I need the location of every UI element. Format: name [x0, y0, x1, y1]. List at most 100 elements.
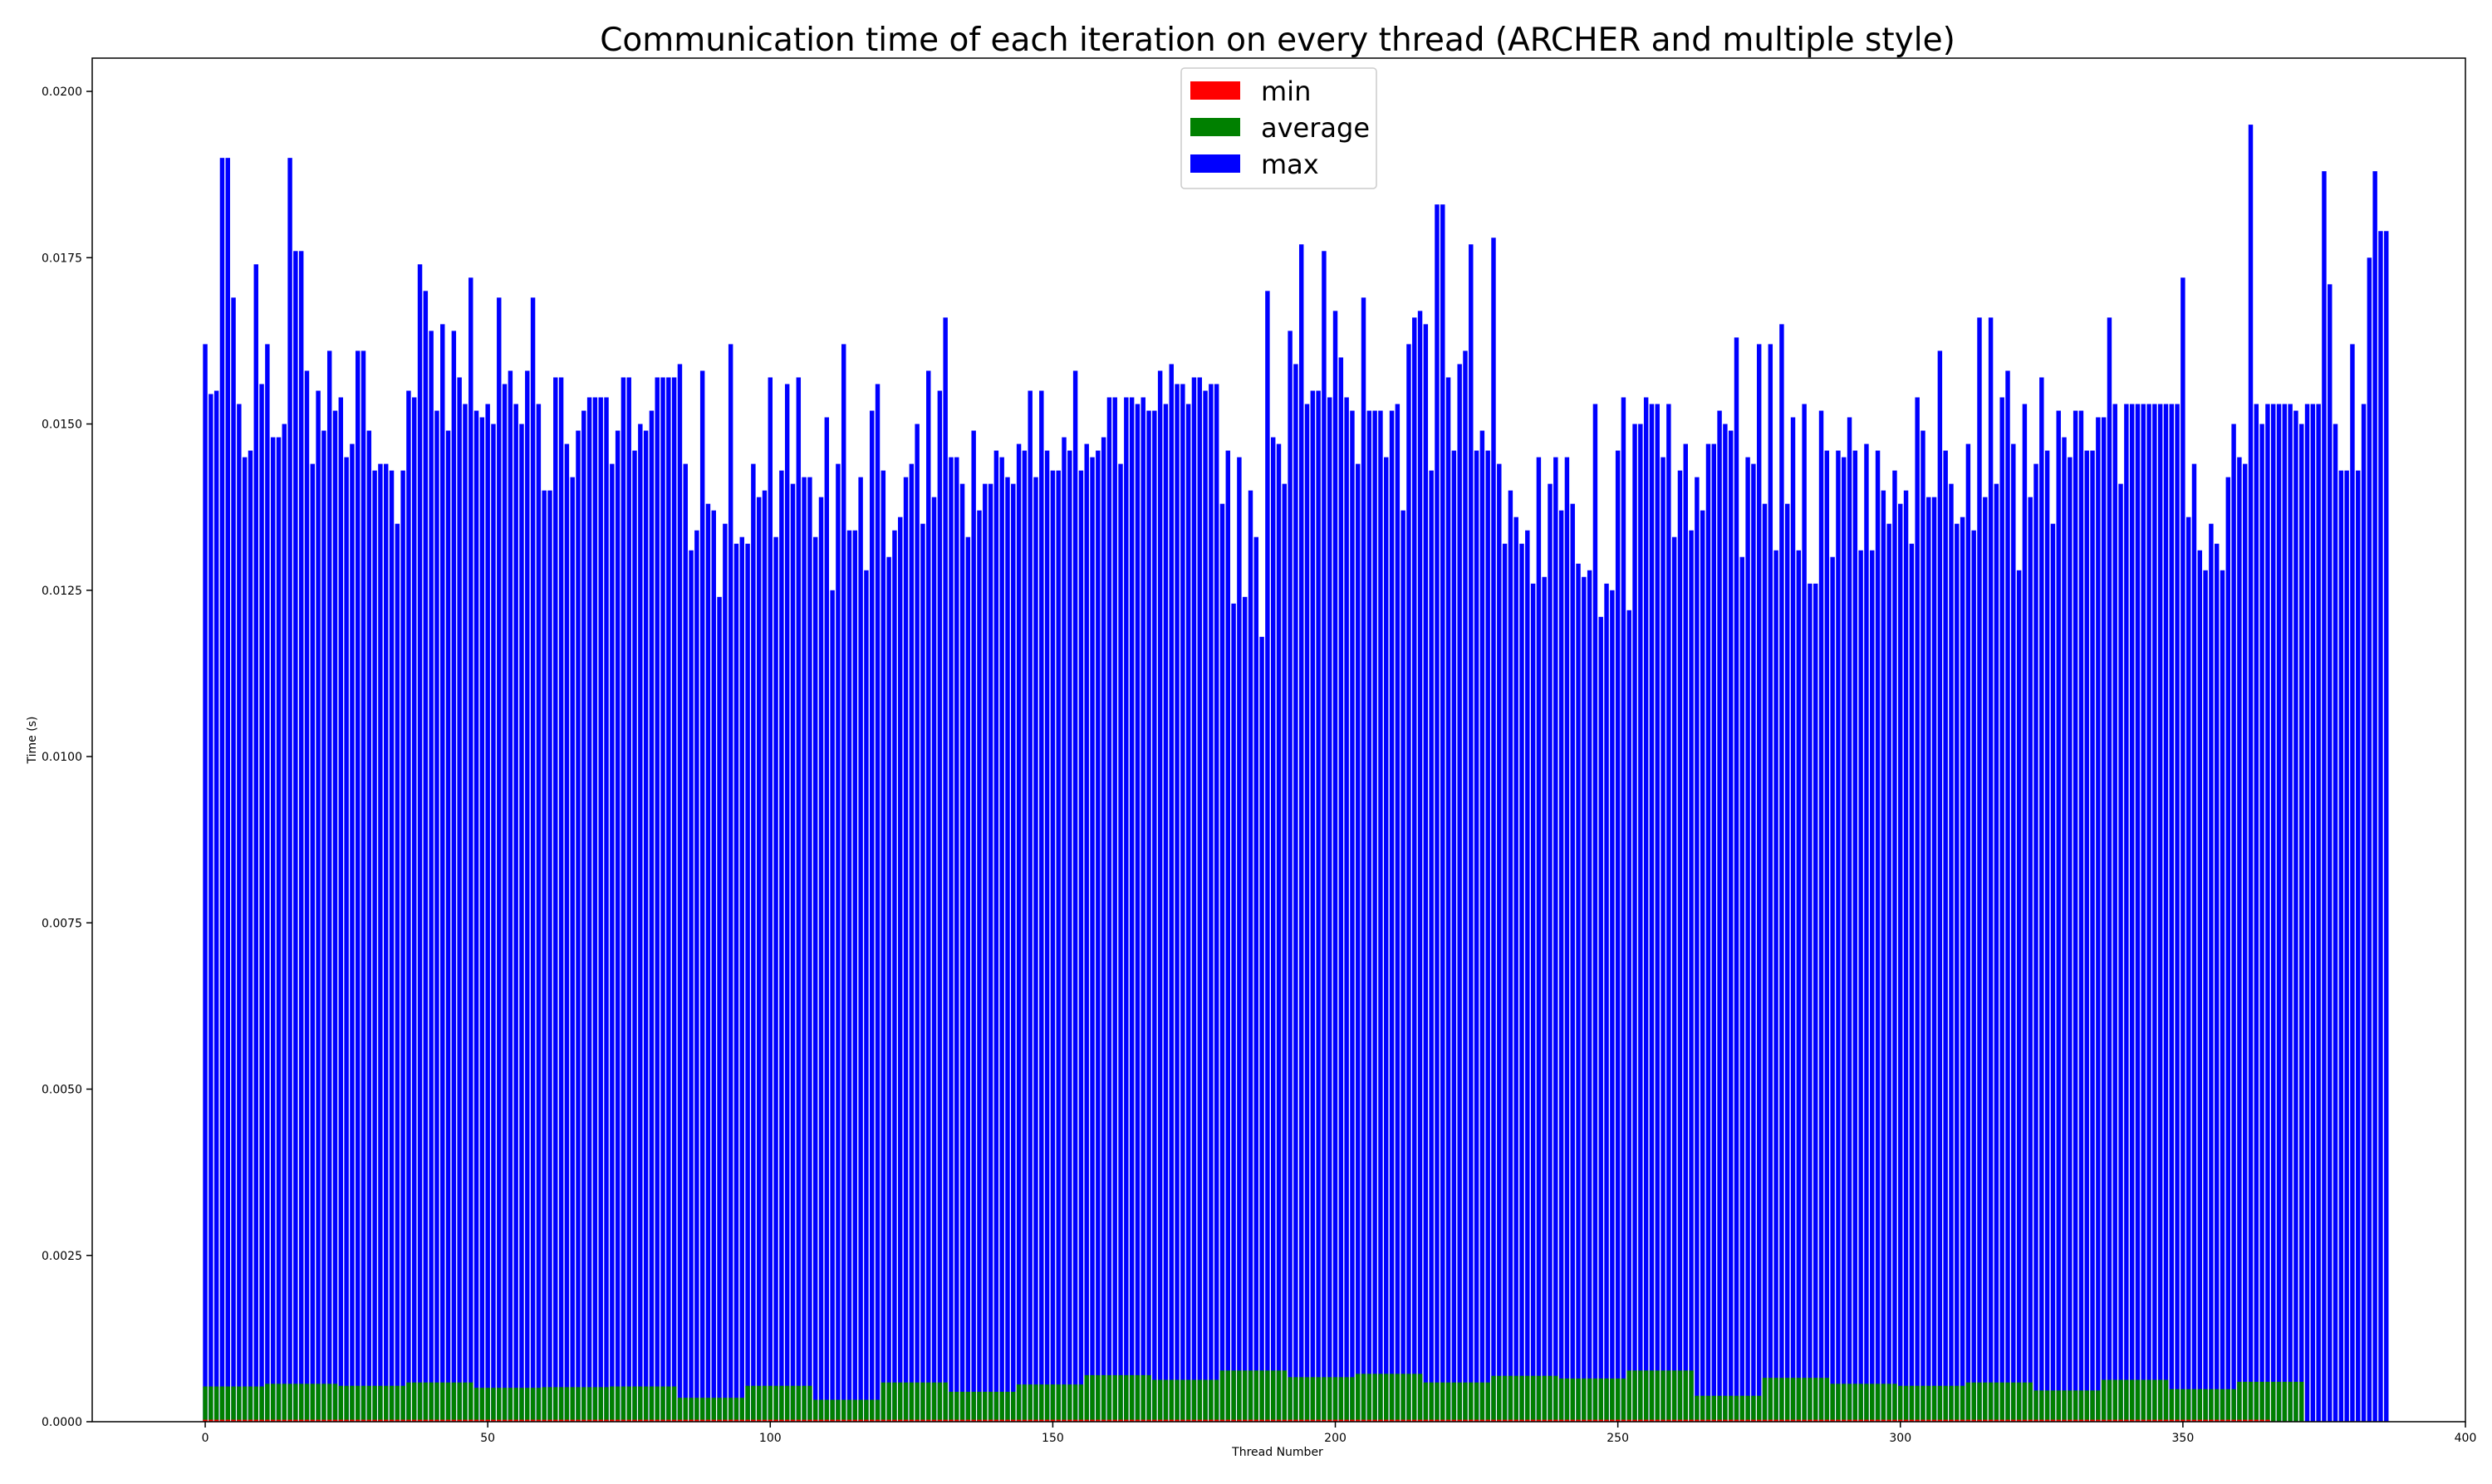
bar-average-272 [1739, 1395, 1745, 1422]
bar-max-13 [276, 437, 282, 1422]
bar-max-157 [1090, 457, 1095, 1422]
bar-max-356 [2214, 543, 2220, 1423]
bar-max-110 [824, 417, 830, 1422]
bar-max-350 [2180, 277, 2185, 1422]
bar-average-172 [1175, 1379, 1180, 1422]
bar-average-216 [1423, 1382, 1429, 1422]
bar-average-332 [2078, 1390, 2084, 1422]
bar-min-209 [1384, 1419, 1389, 1422]
bar-average-23 [332, 1384, 338, 1422]
bar-max-244 [1582, 576, 1587, 1422]
bar-max-359 [2231, 424, 2236, 1422]
bar-min-68 [586, 1419, 592, 1422]
bar-average-358 [2225, 1388, 2231, 1422]
bar-max-6 [237, 404, 242, 1422]
bar-min-166 [1141, 1419, 1145, 1422]
bar-max-77 [638, 424, 643, 1422]
bar-average-241 [1564, 1378, 1570, 1422]
bar-max-79 [649, 410, 655, 1422]
y-tick-label: 0.0000 [42, 1416, 82, 1429]
bar-average-351 [2185, 1388, 2191, 1422]
bar-max-132 [949, 457, 954, 1422]
bar-max-22 [326, 350, 332, 1423]
bar-max-81 [660, 377, 665, 1423]
bar-min-237 [1542, 1419, 1547, 1422]
bar-average-203 [1350, 1377, 1355, 1422]
bar-average-7 [242, 1386, 248, 1422]
bar-max-195 [1304, 404, 1310, 1422]
bar-average-288 [1830, 1384, 1835, 1422]
bar-max-295 [1870, 550, 1875, 1422]
bar-min-38 [417, 1419, 423, 1422]
bar-average-327 [2050, 1390, 2056, 1422]
bar-min-191 [1282, 1419, 1288, 1422]
bar-average-326 [2044, 1390, 2050, 1422]
bar-max-134 [959, 483, 965, 1422]
bar-max-105 [796, 377, 802, 1423]
bar-max-145 [1022, 450, 1028, 1422]
bar-min-1 [208, 1419, 213, 1422]
bar-average-146 [1028, 1384, 1033, 1422]
bar-min-144 [1016, 1419, 1022, 1422]
bar-average-43 [445, 1382, 451, 1422]
bar-max-111 [830, 590, 835, 1422]
bar-min-78 [643, 1419, 649, 1422]
bar-max-117 [864, 570, 869, 1422]
bar-min-185 [1248, 1419, 1253, 1422]
bar-max-267 [1711, 443, 1716, 1422]
bar-average-10 [259, 1386, 264, 1422]
bar-min-7 [242, 1419, 248, 1422]
bar-max-210 [1389, 410, 1395, 1422]
bar-min-154 [1072, 1419, 1078, 1422]
bar-min-269 [1723, 1419, 1728, 1422]
bar-min-26 [350, 1419, 355, 1422]
bar-min-47 [468, 1419, 473, 1422]
bar-average-12 [270, 1384, 276, 1422]
bar-average-128 [926, 1382, 931, 1422]
bar-max-148 [1039, 390, 1044, 1422]
bar-max-207 [1372, 410, 1377, 1422]
bar-max-138 [983, 483, 988, 1422]
bar-max-269 [1723, 424, 1728, 1422]
bar-max-100 [768, 377, 773, 1423]
bar-max-112 [836, 463, 841, 1422]
bar-max-5 [231, 297, 236, 1423]
bar-max-24 [338, 397, 344, 1422]
bar-min-74 [621, 1419, 626, 1422]
bar-average-271 [1734, 1395, 1739, 1422]
bar-max-69 [592, 397, 598, 1422]
bar-max-279 [1779, 324, 1784, 1422]
bar-max-371 [2299, 424, 2304, 1422]
bar-max-48 [473, 410, 479, 1422]
bar-max-314 [1977, 317, 1982, 1422]
bar-min-313 [1971, 1419, 1976, 1422]
bar-average-116 [858, 1399, 863, 1422]
bar-min-101 [773, 1419, 778, 1422]
bar-max-80 [655, 377, 660, 1423]
bar-average-135 [965, 1391, 971, 1422]
bar-min-212 [1401, 1419, 1405, 1422]
bar-max-227 [1485, 450, 1490, 1422]
bar-max-187 [1259, 636, 1264, 1422]
bar-min-329 [2062, 1419, 2067, 1422]
bar-max-242 [1570, 503, 1575, 1422]
bar-max-261 [1677, 470, 1683, 1422]
bar-max-188 [1265, 291, 1270, 1423]
bar-max-286 [1818, 410, 1824, 1422]
bar-min-35 [400, 1419, 405, 1422]
bar-average-311 [1960, 1385, 1965, 1422]
bar-min-88 [699, 1419, 705, 1422]
bar-min-235 [1530, 1419, 1536, 1422]
bar-max-40 [429, 331, 434, 1422]
bar-max-25 [344, 457, 349, 1422]
bar-min-118 [870, 1419, 875, 1422]
bar-min-50 [485, 1419, 490, 1422]
bar-min-113 [841, 1419, 846, 1422]
bar-min-240 [1558, 1419, 1564, 1422]
bar-average-133 [954, 1391, 959, 1422]
bar-min-10 [259, 1419, 264, 1422]
bar-average-148 [1039, 1384, 1044, 1422]
bar-max-89 [705, 503, 711, 1422]
bar-min-28 [361, 1419, 366, 1422]
bar-min-158 [1096, 1419, 1101, 1422]
